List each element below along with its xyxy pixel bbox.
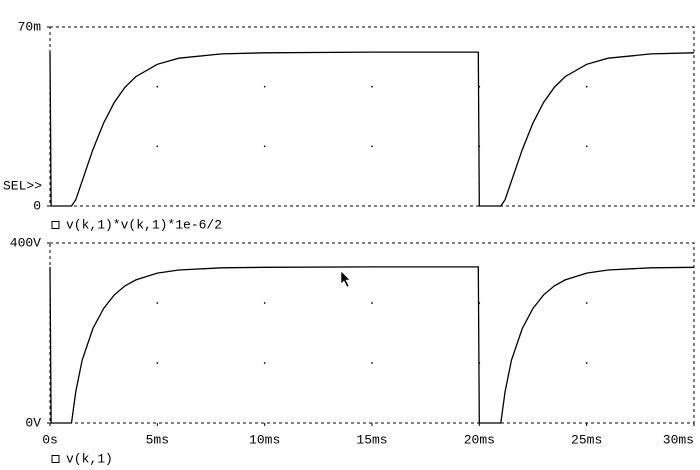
trace xyxy=(49,51,695,207)
grid-dot xyxy=(156,145,159,148)
grid-dot xyxy=(371,145,373,148)
trace xyxy=(49,266,695,424)
grid-dot xyxy=(585,302,588,304)
legend-marker xyxy=(51,221,60,229)
y-tick-label: 70m xyxy=(18,19,42,34)
y-tick-label: 0V xyxy=(25,415,41,430)
legend-label: v(k,1) xyxy=(66,451,113,466)
legend-marker xyxy=(51,455,60,463)
x-tick-label: 0s xyxy=(42,432,58,447)
legend-label: v(k,1)*v(k,1)*1e-6/2 xyxy=(66,217,222,232)
grid-dot xyxy=(585,145,588,148)
y-tick-label: 400V xyxy=(10,235,41,250)
grid-dot xyxy=(371,302,373,304)
grid-dot xyxy=(263,145,266,148)
grid-dot xyxy=(156,362,159,364)
selection-marker: SEL>> xyxy=(3,178,42,193)
grid-dot xyxy=(585,85,588,88)
x-tick-label: 30ms xyxy=(663,432,694,447)
grid-dot xyxy=(156,85,159,88)
y-tick-label: 0 xyxy=(33,198,41,213)
grid-dot xyxy=(263,362,266,364)
grid-dot xyxy=(371,362,373,364)
grid-dot xyxy=(156,302,159,304)
x-tick-label: 25ms xyxy=(571,432,602,447)
grid-dot xyxy=(263,85,266,88)
grid-dot xyxy=(478,302,481,304)
mouse-cursor xyxy=(340,270,351,288)
x-tick-label: 10ms xyxy=(249,432,280,447)
x-tick-label: 15ms xyxy=(356,432,387,447)
x-tick-label: 20ms xyxy=(464,432,495,447)
x-tick-label: 5ms xyxy=(146,432,169,447)
grid-dot xyxy=(585,362,588,364)
grid-dot xyxy=(371,85,373,88)
grid-dot xyxy=(478,85,481,88)
grid-dot xyxy=(263,302,266,304)
